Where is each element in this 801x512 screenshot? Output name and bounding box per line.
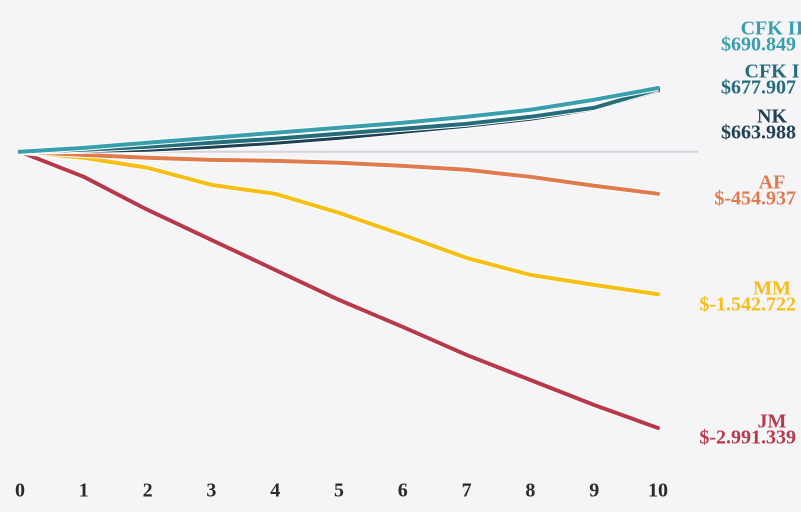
- x-tick-label: 1: [79, 480, 89, 502]
- x-tick-label: 6: [398, 480, 408, 502]
- series-line: [18, 149, 660, 297]
- legend-label: CFK II: [741, 18, 801, 40]
- legend-label: NK: [757, 106, 787, 128]
- x-tick-label: 3: [206, 480, 216, 502]
- value-label: $-1.542.722: [699, 294, 796, 316]
- series-line: [18, 86, 660, 154]
- x-tick-label: 10: [648, 480, 668, 502]
- x-tick-label: 9: [589, 480, 599, 502]
- x-tick-label: 2: [143, 480, 153, 502]
- legend-label: AF: [759, 172, 786, 194]
- x-tick-label: 4: [270, 480, 280, 502]
- value-label: $690.849: [721, 34, 796, 56]
- legend-label: MM: [753, 278, 791, 300]
- series-line: [18, 149, 660, 196]
- legend-label: CFK I: [745, 61, 800, 83]
- value-label: $-2.991.339: [699, 427, 796, 449]
- series-line: [18, 149, 660, 430]
- value-label: $677.907: [721, 77, 796, 99]
- x-tick-label: 8: [525, 480, 535, 502]
- legend-label: JM: [758, 411, 787, 433]
- x-tick-label: 0: [15, 480, 25, 502]
- series-line: [18, 87, 660, 154]
- value-label: $663.988: [721, 122, 796, 144]
- value-label: $-454.937: [714, 188, 796, 210]
- x-tick-label: 7: [462, 480, 472, 502]
- x-tick-label: 5: [334, 480, 344, 502]
